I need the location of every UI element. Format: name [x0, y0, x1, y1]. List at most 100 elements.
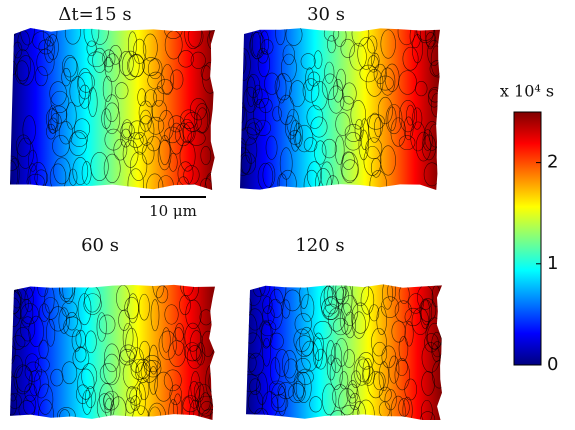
cell-outline: [398, 70, 417, 95]
cell-outline: [282, 350, 298, 379]
cell-outline: [272, 106, 282, 122]
cell-outline: [140, 359, 158, 383]
cell-outline: [314, 140, 327, 165]
cell-outline: [269, 380, 286, 396]
cell-outline: [367, 35, 378, 54]
cell-outline: [288, 130, 302, 145]
cell-outline: [270, 394, 289, 413]
cell-outline: [101, 108, 112, 129]
cell-outline: [121, 50, 140, 81]
cell-outline: [169, 122, 184, 155]
cell-outline: [190, 51, 206, 69]
cell-field: [10, 28, 215, 190]
cell-outline: [249, 378, 261, 395]
cell-outline: [398, 135, 416, 151]
cell-outline: [380, 145, 396, 176]
cell-outline: [385, 104, 403, 135]
cell-outline: [37, 383, 54, 415]
cell-outline: [27, 163, 38, 191]
cell-outline: [420, 299, 433, 326]
cell-outline: [34, 66, 48, 87]
cell-outline: [391, 320, 406, 343]
cell-outline: [163, 369, 182, 392]
cell-outline: [274, 73, 293, 101]
cell-outline: [190, 98, 207, 121]
cell-outline: [324, 296, 339, 315]
cell-outline: [283, 358, 299, 383]
cell-outline: [46, 34, 59, 61]
cell-outline: [28, 149, 38, 172]
cell-outline: [380, 29, 396, 59]
cell-outline: [113, 138, 128, 161]
cell-outline: [303, 137, 318, 153]
cell-outline: [327, 284, 344, 308]
cell-outline: [406, 104, 415, 126]
cell-outline: [350, 99, 366, 130]
cell-outline: [262, 296, 273, 314]
cell-outline: [359, 64, 378, 83]
cell-outline: [293, 372, 306, 399]
cell-panel: [10, 284, 215, 420]
cell-outline: [259, 30, 270, 55]
cell-outline: [347, 380, 358, 399]
cell-outline: [142, 33, 158, 62]
cell-outline: [36, 48, 55, 76]
cell-outline: [77, 293, 92, 326]
cell-outline: [367, 371, 385, 399]
cell-outline: [174, 123, 192, 147]
cell-outline: [71, 329, 82, 352]
cell-field: [10, 284, 215, 420]
cell-outline: [376, 75, 394, 91]
cell-outline: [153, 86, 164, 107]
cell-outline: [376, 305, 387, 335]
cell-outline: [122, 140, 139, 168]
cell-outline: [402, 396, 413, 420]
cell-outline: [62, 284, 76, 304]
cell-outline: [339, 371, 349, 390]
cell-outline: [368, 112, 382, 143]
cell-outline: [102, 75, 113, 102]
cell-outline: [351, 302, 370, 334]
cell-outline: [351, 28, 370, 47]
cell-outline: [150, 299, 160, 332]
cell-outline: [403, 116, 414, 141]
cell-outline: [387, 106, 397, 132]
cell-outline: [182, 396, 195, 420]
cell-outline: [382, 284, 393, 310]
cell-outline: [303, 169, 320, 191]
colorbar-tick-label: 0: [547, 354, 558, 375]
cell-outline: [70, 130, 88, 147]
cell-outline: [430, 45, 440, 76]
cell-outline: [87, 87, 98, 117]
cell-outline: [202, 62, 215, 94]
cell-outline: [184, 28, 202, 50]
cell-outline: [104, 57, 114, 73]
cell-outline: [326, 354, 336, 381]
cell-panel: [240, 28, 440, 191]
cell-outline: [411, 34, 423, 64]
cell-outline: [360, 118, 370, 150]
cell-outline: [270, 357, 281, 385]
cell-outline: [432, 341, 442, 358]
cell-outline: [342, 82, 357, 105]
scale-bar-label: 10 μm: [149, 202, 197, 220]
cell-outline: [186, 345, 203, 369]
cell-outline: [240, 152, 257, 175]
cell-outline: [260, 39, 274, 55]
cell-outline: [10, 28, 18, 38]
cell-outline: [285, 28, 303, 46]
cell-outline: [299, 284, 309, 309]
cell-outline: [306, 105, 324, 129]
cell-outline: [148, 366, 158, 395]
cell-outline: [42, 297, 59, 320]
cell-outline: [103, 102, 121, 135]
cell-outline: [390, 117, 406, 147]
cell-outline: [45, 108, 60, 130]
cell-outline: [240, 147, 252, 176]
cell-outline: [15, 326, 31, 348]
cell-outline: [114, 82, 129, 100]
cell-outline: [341, 159, 359, 182]
cell-outline: [354, 118, 364, 142]
cell-outline: [275, 28, 286, 46]
cell-outline: [420, 399, 433, 420]
